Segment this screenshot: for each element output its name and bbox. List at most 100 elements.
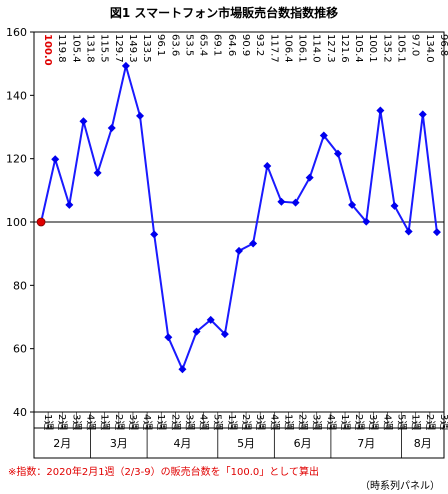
value-label: 117.7 xyxy=(268,34,279,63)
chart-title: 図1 スマートフォン市場販売台数指数推移 xyxy=(109,6,339,20)
x-tick-label: 2週 xyxy=(240,414,252,430)
x-tick-label: 4週 xyxy=(84,414,96,430)
x-tick-label: 3週 xyxy=(127,414,139,430)
value-label: 134.0 xyxy=(424,34,435,63)
x-tick-label: 4週 xyxy=(141,414,153,430)
value-label: 100.1 xyxy=(367,34,378,63)
y-tick-label: 60 xyxy=(13,343,27,356)
data-point xyxy=(107,123,116,132)
footnote: ※指数：2020年2月1週（2/3-9）の販売台数を「100.0」として算出 xyxy=(8,467,319,478)
x-tick-label: 3週 xyxy=(311,414,323,430)
data-point-baseline xyxy=(36,217,46,227)
x-tick-label: 1週 xyxy=(339,414,351,430)
value-label: 96.1 xyxy=(155,34,166,56)
data-point xyxy=(220,330,229,339)
value-label: 131.8 xyxy=(84,34,95,63)
x-tick-label: 2週 xyxy=(424,414,436,430)
month-label: 2月 xyxy=(53,437,71,450)
value-label: 64.6 xyxy=(226,34,237,56)
value-label: 96.8 xyxy=(438,34,448,56)
data-point xyxy=(178,365,187,374)
data-point xyxy=(263,161,272,170)
value-label: 106.1 xyxy=(297,34,308,63)
x-tick-label: 3週 xyxy=(70,414,82,430)
value-label: 149.3 xyxy=(127,34,138,63)
x-tick-label: 2週 xyxy=(169,414,181,430)
y-tick-label: 160 xyxy=(6,26,27,39)
x-tick-label: 2週 xyxy=(56,414,68,430)
data-point xyxy=(249,239,258,248)
x-tick-label: 3週 xyxy=(367,414,379,430)
value-label: 127.3 xyxy=(325,34,336,63)
data-point xyxy=(192,327,201,336)
month-label: 4月 xyxy=(173,437,191,450)
value-label: 119.8 xyxy=(56,34,67,63)
data-point xyxy=(362,217,371,226)
month-label: 3月 xyxy=(110,437,128,450)
value-label: 93.2 xyxy=(254,34,265,56)
value-label: 63.6 xyxy=(169,34,180,56)
x-tick-label: 5週 xyxy=(396,414,408,430)
data-point xyxy=(376,106,385,115)
y-tick-label: 80 xyxy=(13,279,27,292)
x-tick-label: 4週 xyxy=(381,414,393,430)
x-tick-label: 1週 xyxy=(99,414,111,430)
source-note: （時系列パネル） xyxy=(360,481,440,492)
month-label: 8月 xyxy=(414,437,432,450)
value-label: 69.1 xyxy=(212,34,223,56)
value-label: 97.0 xyxy=(410,34,421,56)
value-label: 114.0 xyxy=(311,34,322,63)
y-tick-labels: 40 60 80 100 120 140 160 xyxy=(6,26,27,419)
y-tick-label: 100 xyxy=(6,216,27,229)
value-label: 100.0 xyxy=(42,34,53,66)
month-label: 7月 xyxy=(357,437,375,450)
data-point xyxy=(432,228,441,237)
x-tick-label: 2週 xyxy=(113,414,125,430)
x-tick-label: 3週 xyxy=(438,414,448,430)
value-label: 90.9 xyxy=(240,34,251,56)
x-tick-label: 3週 xyxy=(254,414,266,430)
x-tick-label: 4週 xyxy=(325,414,337,430)
data-point xyxy=(390,201,399,210)
x-tick-label: 2週 xyxy=(297,414,309,430)
data-point xyxy=(404,227,413,236)
x-tick-label: 1週 xyxy=(226,414,238,430)
data-point xyxy=(235,246,243,255)
month-label: 6月 xyxy=(294,437,312,450)
data-point xyxy=(277,197,286,206)
value-label: 129.7 xyxy=(113,34,124,63)
value-label: 105.4 xyxy=(70,34,81,63)
plot-frame xyxy=(33,31,445,459)
data-point xyxy=(93,168,102,177)
data-point xyxy=(150,230,159,239)
y-tick-label: 140 xyxy=(6,89,27,102)
value-label: 106.4 xyxy=(282,34,293,63)
value-label: 135.2 xyxy=(381,34,392,63)
value-label: 115.5 xyxy=(99,34,110,63)
x-tick-label: 4週 xyxy=(268,414,280,430)
x-tick-label: 2週 xyxy=(353,414,365,430)
x-tick-label: 1週 xyxy=(410,414,422,430)
x-tick-label: 1週 xyxy=(155,414,167,430)
data-point xyxy=(418,110,427,119)
axes xyxy=(30,31,445,459)
data-point xyxy=(333,149,342,158)
value-labels: 100.0 119.8 105.4 131.8 115.5 129.7 149.3 133.5… xyxy=(42,34,448,66)
series xyxy=(36,61,441,374)
x-tick-label: 1週 xyxy=(282,414,294,430)
x-tick-label: 1週 xyxy=(42,414,54,430)
x-tick-label: 4週 xyxy=(198,414,210,430)
value-label: 133.5 xyxy=(141,34,152,63)
data-point xyxy=(319,131,328,140)
value-label: 65.4 xyxy=(198,34,209,56)
data-point xyxy=(51,155,60,164)
data-point xyxy=(206,315,215,324)
y-tick-label: 120 xyxy=(6,153,27,166)
value-label: 105.4 xyxy=(353,34,364,63)
data-point xyxy=(79,117,88,126)
data-point xyxy=(305,173,314,182)
x-tick-labels: 1週 2週 3週 4週 1週 2週 3週 4週 1週 2週 3週 4週 5週 1週 2週 3週 4週 1週 2週 3週… xyxy=(42,414,448,430)
value-label: 105.1 xyxy=(396,34,407,63)
data-point xyxy=(136,111,145,120)
